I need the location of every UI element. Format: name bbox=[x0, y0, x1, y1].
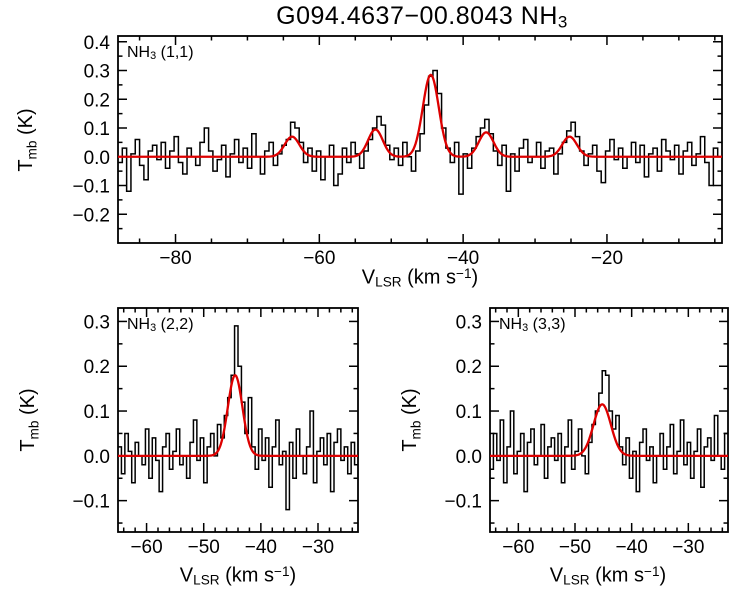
y-axis-label-main: T bbox=[17, 439, 39, 452]
panel-label-subscript: 3 bbox=[150, 50, 157, 63]
panel-label-rest: (2,2) bbox=[156, 316, 194, 333]
panel-label-text: NH bbox=[499, 316, 523, 333]
spectrum-histogram bbox=[118, 69, 722, 195]
y-tick-label: 0.1 bbox=[456, 402, 482, 423]
panel-label-nh3-22: NH3 (2,2) bbox=[127, 316, 194, 334]
panel-label-rest: (1,1) bbox=[156, 44, 194, 61]
x-axis-label-main: V bbox=[361, 266, 376, 289]
y-axis-label-unit: (K) bbox=[17, 388, 39, 421]
panel-label-nh3-11: NH3 (1,1) bbox=[127, 44, 194, 62]
x-axis-label-superscript: −1 bbox=[274, 564, 290, 579]
y-axis-label-bottom-right: Tmb (K) bbox=[398, 360, 424, 480]
panel-label-nh3-33: NH3 (3,3) bbox=[499, 316, 566, 334]
x-axis-label-main: V bbox=[179, 564, 194, 587]
x-tick-label: −40 bbox=[616, 537, 648, 558]
y-tick-label: 0.2 bbox=[84, 90, 110, 111]
x-axis-label-superscript: −1 bbox=[644, 564, 660, 579]
y-axis-label-subscript: mb bbox=[408, 420, 424, 440]
y-tick-label: −0.1 bbox=[444, 492, 482, 513]
x-tick-label: −80 bbox=[159, 248, 191, 269]
x-axis-label-unit-end: ) bbox=[289, 564, 297, 587]
y-tick-label: 0.3 bbox=[84, 62, 110, 83]
gaussian-fit-curve bbox=[490, 403, 728, 457]
x-axis-label-unit: (km s bbox=[589, 564, 645, 587]
x-axis-label-main: V bbox=[549, 564, 564, 587]
figure-title: G094.4637−00.8043 NH3 bbox=[120, 2, 724, 33]
y-axis-label-main: T bbox=[399, 439, 421, 452]
x-tick-label: −60 bbox=[130, 537, 162, 558]
nh3-22-spectrum-panel: −60 −50 −40 −30 0.3 0.2 0.1 0.0 −0.1 bbox=[72, 307, 359, 558]
panel-label-subscript: 3 bbox=[522, 322, 529, 335]
y-tick-label: 0.0 bbox=[84, 447, 110, 468]
y-axis-label-subscript: mb bbox=[26, 420, 42, 440]
x-axis-label-bottom-right: VLSR (km s−1) bbox=[488, 564, 728, 588]
gaussian-fit-curve bbox=[118, 374, 358, 457]
y-tick-label: −0.1 bbox=[72, 492, 110, 513]
x-tick-label: −50 bbox=[559, 537, 591, 558]
panel-label-rest: (3,3) bbox=[528, 316, 566, 333]
x-tick-label: −40 bbox=[245, 537, 277, 558]
x-axis-label-subscript: LSR bbox=[193, 572, 220, 588]
y-tick-label: 0.3 bbox=[84, 312, 110, 333]
panel-label-text: NH bbox=[127, 316, 151, 333]
y-axis-label-top: Tmb (K) bbox=[14, 80, 40, 200]
spectrum-histogram bbox=[118, 325, 358, 511]
x-axis-label-unit: (km s bbox=[401, 266, 457, 289]
axes-box bbox=[117, 35, 723, 244]
figure-title-subscript: 3 bbox=[557, 12, 568, 32]
x-axis-label-unit-end: ) bbox=[659, 564, 667, 587]
x-axis-label-superscript: −1 bbox=[456, 266, 472, 281]
y-axis-label-subscript: mb bbox=[24, 140, 40, 160]
panel-label-text: NH bbox=[127, 44, 151, 61]
nh3-11-spectrum-panel: −80 −60 −40 −20 0.4 0.3 0.2 0.1 0.0 −0.1 −0.2 bbox=[72, 33, 723, 269]
x-tick-label: −30 bbox=[672, 537, 704, 558]
panel-label-subscript: 3 bbox=[150, 322, 157, 335]
x-tick-label: −20 bbox=[591, 248, 623, 269]
y-tick-label: 0.1 bbox=[84, 402, 110, 423]
y-tick-label: 0.0 bbox=[84, 148, 110, 169]
x-axis-label-unit: (km s bbox=[219, 564, 275, 587]
x-axis-label-unit-end: ) bbox=[471, 266, 479, 289]
gaussian-fit-curve bbox=[118, 73, 722, 158]
y-tick-label: 0.4 bbox=[84, 33, 111, 54]
x-axis-label-bottom-left: VLSR (km s−1) bbox=[118, 564, 358, 588]
x-axis-label-top: VLSR (km s−1) bbox=[118, 266, 722, 290]
y-tick-label: 0.2 bbox=[456, 357, 482, 378]
x-axis-label-subscript: LSR bbox=[563, 572, 590, 588]
y-axis-label-bottom-left: Tmb (K) bbox=[16, 360, 42, 480]
nh3-33-spectrum-panel: −60 −50 −40 −30 0.3 0.2 0.1 0.0 −0.1 bbox=[444, 307, 729, 558]
y-tick-label: 0.3 bbox=[456, 312, 482, 333]
y-tick-label: 0.1 bbox=[84, 119, 110, 140]
y-axis-label-unit: (K) bbox=[399, 388, 421, 421]
x-tick-label: −50 bbox=[188, 537, 220, 558]
x-tick-label: −40 bbox=[447, 248, 479, 269]
y-tick-label: 0.0 bbox=[456, 447, 482, 468]
x-axis-label-subscript: LSR bbox=[375, 274, 402, 290]
x-tick-label: −30 bbox=[302, 537, 334, 558]
figure-title-text: G094.4637−00.8043 NH bbox=[276, 2, 558, 30]
y-axis-label-unit: (K) bbox=[15, 108, 37, 141]
x-tick-label: −60 bbox=[502, 537, 534, 558]
spectrum-histogram bbox=[490, 369, 728, 493]
y-axis-label-main: T bbox=[15, 159, 37, 172]
x-tick-label: −60 bbox=[303, 248, 335, 269]
y-tick-label: −0.1 bbox=[72, 177, 110, 198]
y-tick-label: 0.2 bbox=[84, 357, 110, 378]
y-tick-label: −0.2 bbox=[72, 205, 110, 226]
